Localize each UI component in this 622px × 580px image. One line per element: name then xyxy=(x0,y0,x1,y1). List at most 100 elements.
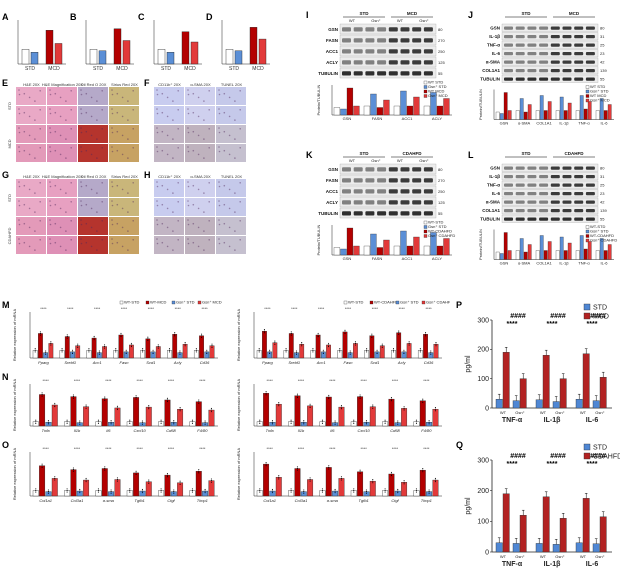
tile-texture xyxy=(96,119,98,121)
blot-kda-label: 80 xyxy=(600,26,605,31)
significance-mark: **** xyxy=(507,321,518,328)
tile-texture xyxy=(96,100,98,102)
x-tick-label: Cxcl10 xyxy=(134,428,147,433)
tile-texture xyxy=(80,238,82,240)
blot-band xyxy=(550,77,560,81)
blot-band xyxy=(504,166,513,170)
tile-texture xyxy=(101,147,103,149)
blot-strip xyxy=(501,197,599,206)
chart-P: 0 100 200 300 pg/ml WT Gsn⁺ TNF-α **** #### WT Gsn⁺… xyxy=(462,302,620,432)
blot-band xyxy=(353,189,363,194)
tile-texture xyxy=(49,108,51,110)
histology-image-tile xyxy=(47,198,77,216)
bar xyxy=(583,108,588,120)
data-dot xyxy=(301,345,303,347)
data-dot xyxy=(301,343,303,345)
x-tick-label: GSN xyxy=(500,121,509,126)
blot-band xyxy=(377,211,387,216)
bar xyxy=(423,334,428,359)
data-dot xyxy=(381,343,383,345)
blot-band xyxy=(562,175,572,179)
blot-band xyxy=(342,60,351,65)
data-dot xyxy=(290,334,292,336)
tile-texture xyxy=(49,93,52,96)
y-tick-label: 300 xyxy=(477,457,489,464)
data-dot xyxy=(141,423,143,425)
bar xyxy=(369,406,376,427)
bar xyxy=(258,38,267,65)
blot-band xyxy=(412,211,422,216)
data-dot xyxy=(35,419,37,421)
data-dot xyxy=(204,492,206,494)
chart-O-left-svg: Relative expression of mRNACol1a1****Col… xyxy=(12,446,218,503)
blot-band xyxy=(504,69,513,73)
data-dot xyxy=(79,490,81,492)
histology-column-label: H&E Magnification 20X xyxy=(42,174,83,179)
legend-label: Gsn⁺ MCD xyxy=(202,300,222,305)
blot-group-label: CDAHFD xyxy=(565,151,585,156)
data-dot xyxy=(384,488,386,490)
x-tick-label: COL1A1 xyxy=(536,121,552,126)
data-dot xyxy=(403,407,405,409)
tile-texture xyxy=(80,89,82,91)
bar xyxy=(45,491,52,497)
data-dot xyxy=(403,480,405,482)
tile-texture xyxy=(111,146,113,148)
histology-image-tile xyxy=(47,236,77,254)
data-dot xyxy=(312,351,314,353)
tile-texture xyxy=(127,230,129,232)
data-dot xyxy=(328,398,330,400)
data-dot xyxy=(198,472,200,474)
panel-letter-M: M xyxy=(2,300,10,310)
x-tick-label: Srebf1 xyxy=(64,360,76,365)
blot-row-label: IL-6 xyxy=(492,51,500,56)
tile-texture xyxy=(80,200,82,202)
histology-image-tile xyxy=(216,217,246,235)
bar xyxy=(118,334,124,359)
legend-label: Gsn⁺ STD xyxy=(176,300,195,305)
tile-texture xyxy=(234,157,236,159)
histology-image-tile xyxy=(47,125,77,143)
blot-kda-label: 139 xyxy=(600,208,607,213)
bar xyxy=(353,343,358,359)
blot-band xyxy=(412,38,422,43)
significance-mark: **** xyxy=(43,446,50,451)
blot-strip xyxy=(501,189,599,198)
x-subtick-label: Gsn⁺ xyxy=(595,554,604,559)
data-dot xyxy=(403,406,405,408)
significance-mark: **** xyxy=(547,321,558,328)
bar xyxy=(101,398,108,427)
data-dot xyxy=(35,491,37,493)
tile-texture xyxy=(59,115,62,118)
data-dot xyxy=(204,422,206,424)
x-tick-label: IL-6 xyxy=(601,261,609,266)
x-tick-label: Il1b xyxy=(74,428,81,433)
blot-kda-label: 125 xyxy=(438,60,445,65)
tile-texture xyxy=(208,220,210,222)
tile-texture xyxy=(23,241,26,244)
tile-texture xyxy=(177,109,179,111)
histology-image-tile xyxy=(154,125,184,143)
bar xyxy=(430,92,437,116)
data-dot xyxy=(278,405,280,407)
blot-band xyxy=(562,26,572,30)
legend-swatch xyxy=(585,85,590,89)
bar xyxy=(346,87,354,116)
data-dot xyxy=(296,396,298,398)
histology-column-label: Sirius Red 20X xyxy=(111,174,138,179)
data-dot xyxy=(61,348,63,350)
blot-band xyxy=(388,200,398,205)
histology-column-label: Sirius Red 20X xyxy=(111,82,138,87)
data-dot xyxy=(173,423,175,425)
tile-texture xyxy=(65,138,67,140)
blot-band xyxy=(365,27,375,32)
tile-texture xyxy=(127,157,129,159)
tile-texture xyxy=(239,128,241,130)
blot-kda-label: 55 xyxy=(600,77,605,82)
y-axis-label: pg/ml xyxy=(465,497,472,515)
data-dot xyxy=(142,348,144,350)
tile-texture xyxy=(161,130,164,133)
significance-mark: **** xyxy=(74,446,81,451)
blot-kda-label: 31 xyxy=(600,34,605,39)
